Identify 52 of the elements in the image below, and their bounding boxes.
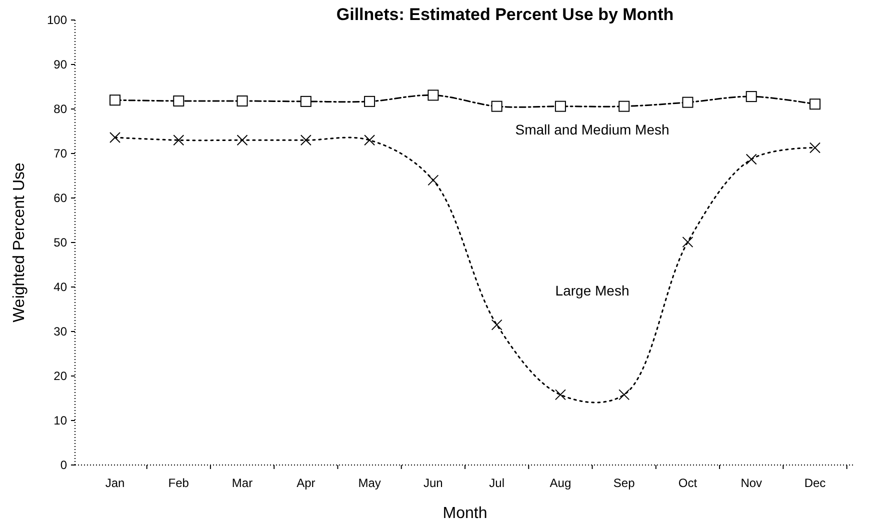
- series-label: Small and Medium Mesh: [515, 121, 670, 138]
- y-tick-label: 70: [54, 146, 68, 161]
- x-axis-title: Month: [442, 505, 488, 522]
- x-tick-label: Feb: [168, 476, 190, 490]
- y-tick-label: 60: [54, 191, 68, 206]
- point: [173, 134, 184, 146]
- y-tick-label: 20: [54, 369, 68, 384]
- y-tick-label: 10: [54, 414, 68, 428]
- point: [110, 132, 120, 143]
- point: [300, 134, 312, 146]
- text: Large Mesh: [555, 282, 630, 298]
- point: [618, 389, 630, 400]
- y-tick-label: 50: [54, 236, 68, 250]
- point: [364, 96, 376, 107]
- point: [554, 389, 566, 400]
- point: [491, 100, 502, 112]
- y-tick-label: 100: [46, 13, 68, 28]
- x-tick-label: May: [358, 476, 381, 490]
- x-tick-label: Sep: [613, 476, 636, 490]
- point: [236, 95, 248, 106]
- point: [746, 91, 757, 102]
- y-tick-label: 40: [54, 280, 68, 294]
- point: [428, 174, 439, 186]
- y-axis-title: Weighted Percent Use: [11, 162, 28, 322]
- y-tick-label: 30: [54, 324, 68, 339]
- point: [300, 96, 312, 107]
- x-tick-label: Aug: [550, 476, 572, 490]
- point: [682, 236, 694, 248]
- point: [110, 94, 120, 106]
- point: [746, 154, 757, 165]
- x-tick-label: Jun: [424, 476, 443, 490]
- point: [810, 142, 820, 154]
- x-tick-label: Nov: [740, 476, 762, 490]
- x-tick-label: Apr: [296, 476, 316, 490]
- y-tick-label: 90: [54, 58, 68, 72]
- point: [618, 100, 630, 112]
- point: [554, 100, 566, 112]
- x-tick-label: Dec: [804, 476, 826, 490]
- chart-title: Gillnets: Estimated Percent Use by Month: [336, 5, 674, 24]
- point: [682, 96, 694, 108]
- y-tick-label: 80: [54, 102, 68, 116]
- point: [810, 98, 820, 110]
- y-tick-label: 0: [60, 458, 68, 472]
- point: [236, 134, 248, 146]
- x-tick-label: Oct: [678, 476, 698, 490]
- point: [173, 95, 184, 106]
- x-tick-label: Jul: [489, 476, 504, 490]
- point: [428, 90, 439, 101]
- x-tick-label: Jan: [105, 476, 125, 490]
- point: [364, 134, 376, 146]
- x-tick-label: Mar: [232, 476, 253, 490]
- point: [491, 319, 502, 330]
